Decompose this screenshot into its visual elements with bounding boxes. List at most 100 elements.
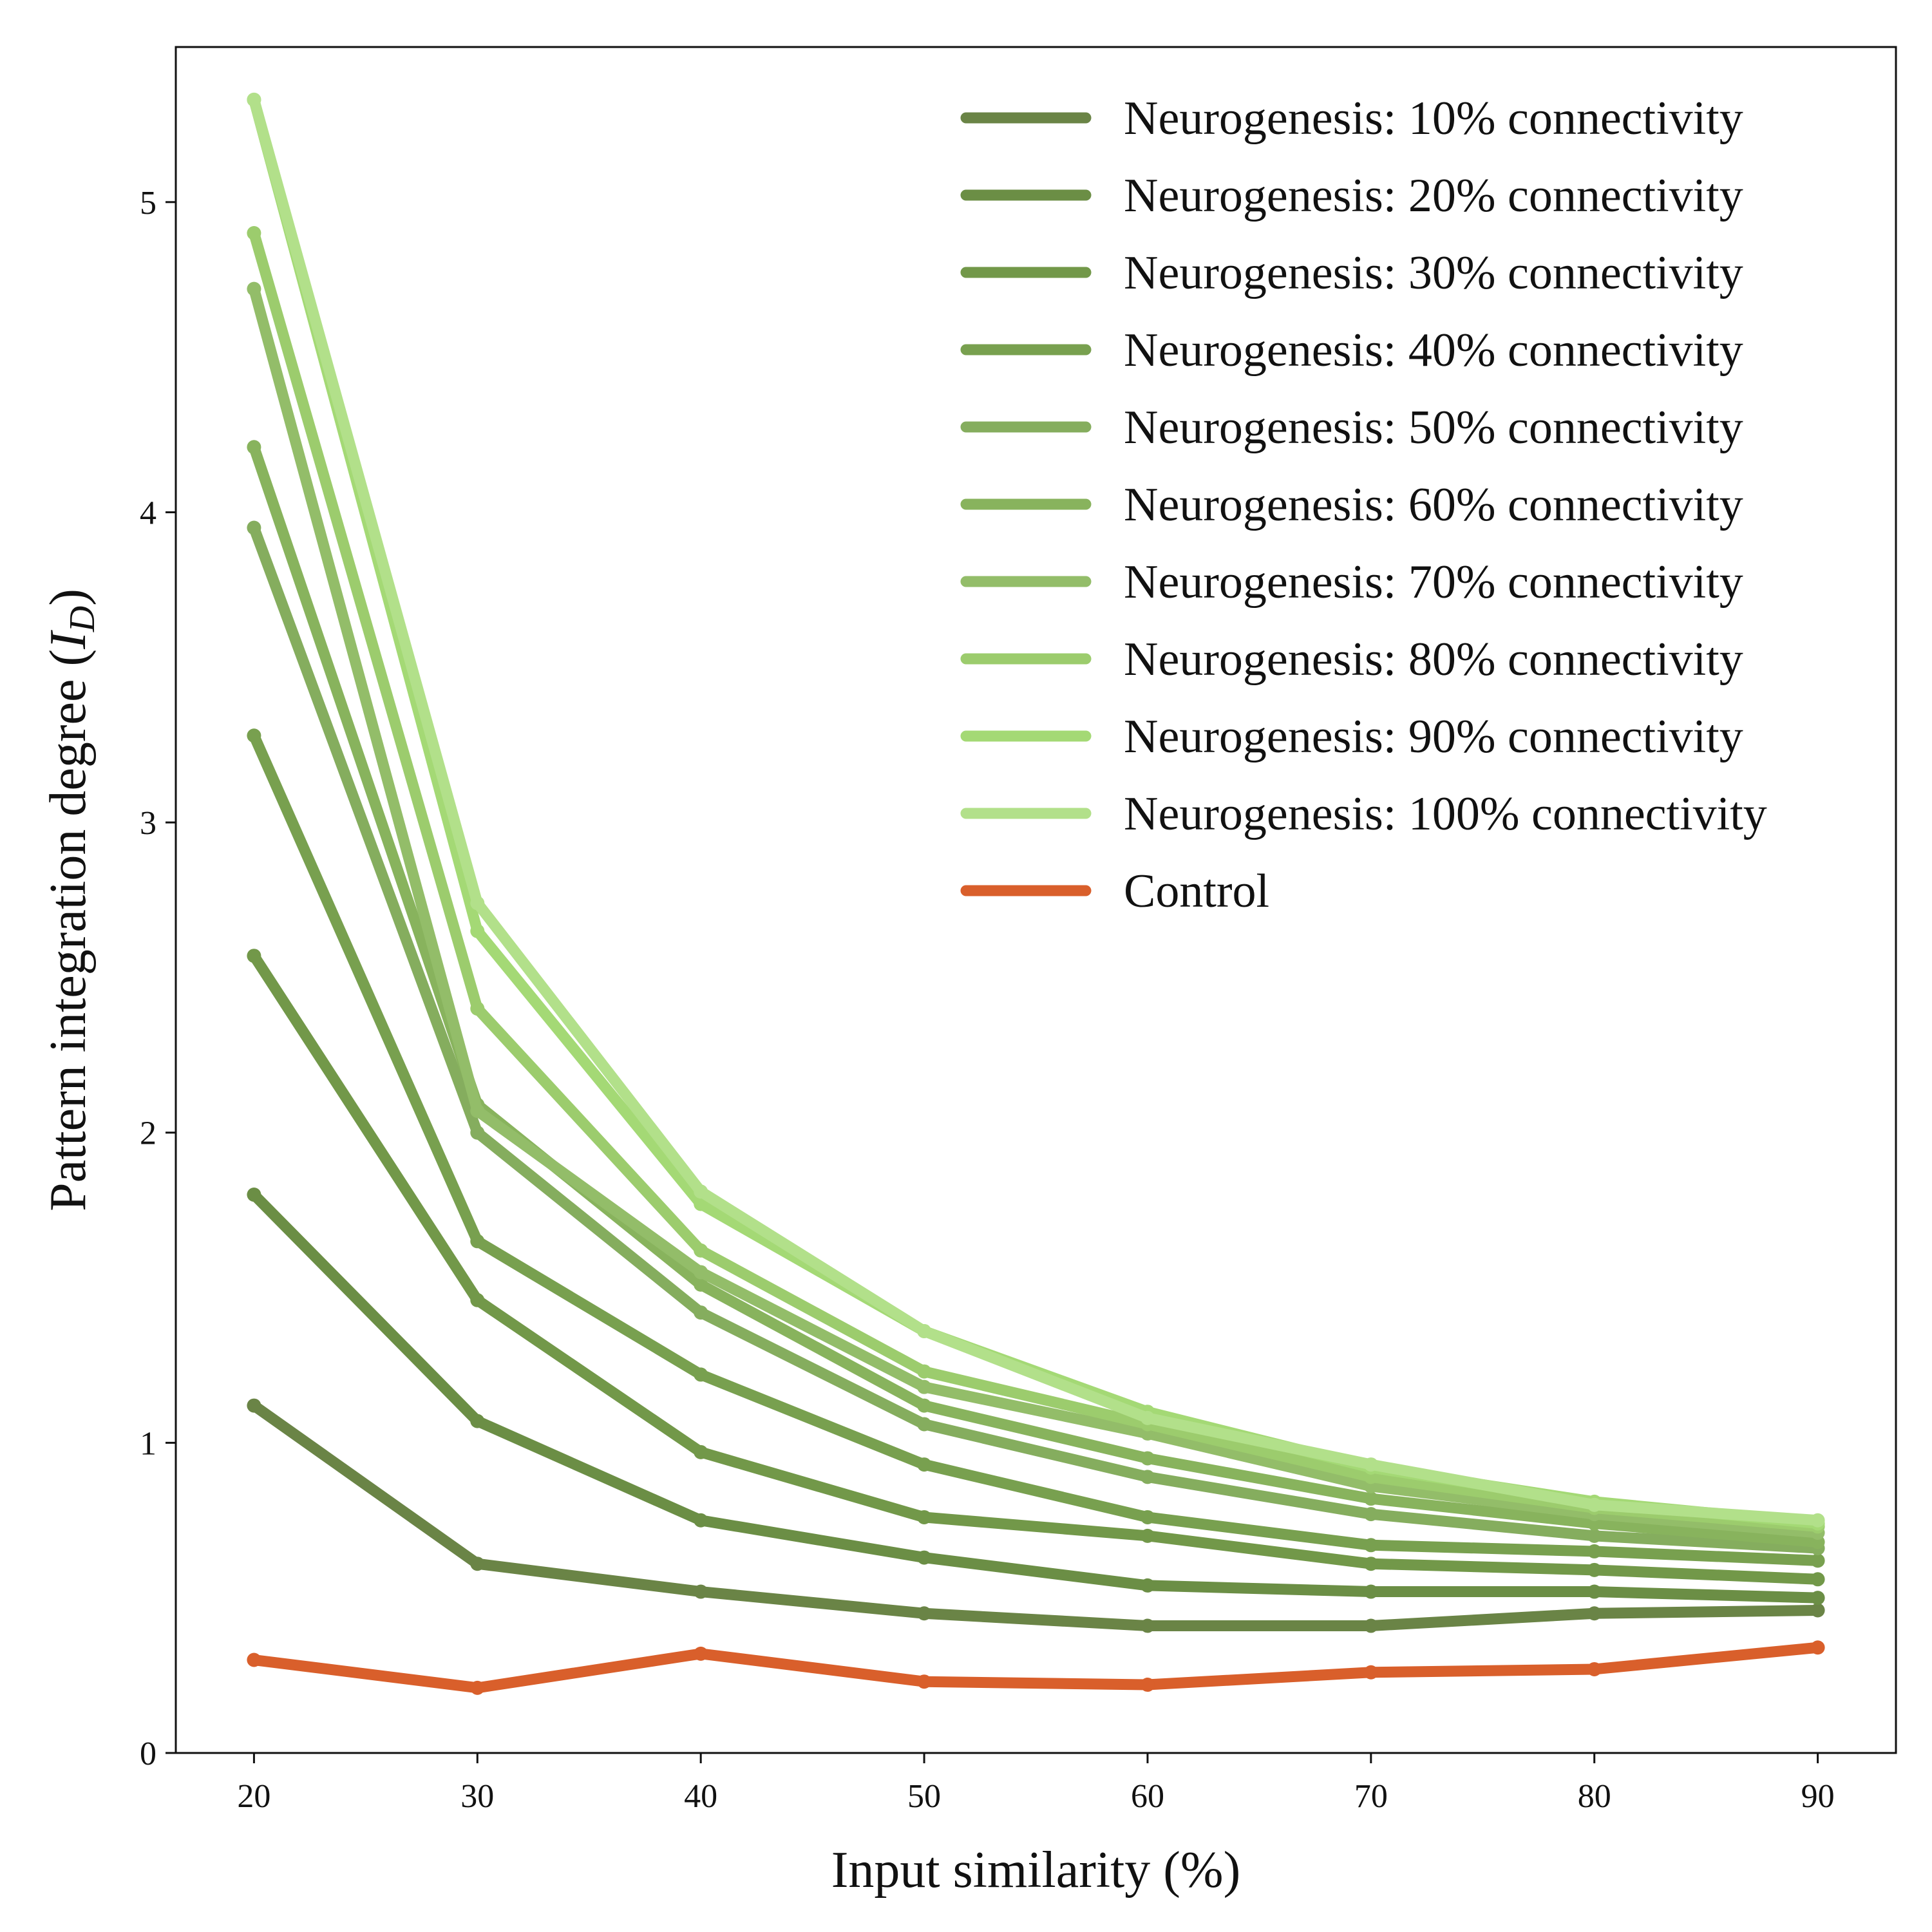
data-point (1587, 1584, 1602, 1599)
y-axis-title: Pattern integration degree (ID) (40, 589, 102, 1211)
data-point (247, 440, 261, 455)
data-point (247, 281, 261, 296)
data-point (247, 728, 261, 743)
data-point (694, 1584, 708, 1599)
data-point (1587, 1662, 1602, 1676)
data-point (1140, 1678, 1155, 1692)
data-point (470, 1680, 485, 1695)
x-tick-label: 60 (1131, 1778, 1164, 1815)
data-point (1810, 1572, 1825, 1587)
data-point (1363, 1492, 1378, 1506)
legend-label: Neurogenesis: 90% connectivity (1124, 710, 1743, 763)
y-axis-title-subscript: D (62, 606, 102, 632)
data-point (470, 1414, 485, 1428)
data-point (1810, 1513, 1825, 1528)
series-10 (247, 92, 1825, 1528)
y-axis-title-symbol: I (40, 630, 97, 650)
data-point (1810, 1640, 1825, 1655)
data-point (917, 1364, 932, 1379)
y-tick-label: 5 (140, 185, 156, 222)
data-point (917, 1379, 932, 1394)
data-point (1140, 1618, 1155, 1633)
legend-label: Neurogenesis: 80% connectivity (1124, 633, 1743, 686)
series-line (248, 283, 1824, 1539)
data-point (1587, 1528, 1602, 1543)
legend-label: Neurogenesis: 20% connectivity (1124, 169, 1743, 222)
series-line (248, 1642, 1824, 1694)
legend-item: Neurogenesis: 60% connectivity (960, 478, 1743, 531)
data-point (917, 1550, 932, 1565)
series-layer (247, 92, 1825, 1695)
data-point (917, 1417, 932, 1432)
x-tick-label: 40 (684, 1778, 717, 1815)
series-line (248, 1400, 1824, 1632)
data-point (1587, 1544, 1602, 1558)
series-4 (247, 728, 1825, 1568)
x-tick-label: 80 (1578, 1778, 1611, 1815)
data-point (470, 923, 485, 938)
data-point (1587, 1497, 1602, 1512)
data-point (1363, 1538, 1378, 1553)
data-point (1140, 1451, 1155, 1466)
data-point (694, 1513, 708, 1528)
legend-item: Neurogenesis: 40% connectivity (960, 324, 1743, 377)
legend-label: Neurogenesis: 70% connectivity (1124, 556, 1743, 609)
series-11 (247, 1640, 1825, 1695)
legend-item: Control (960, 865, 1269, 918)
y-tick-label: 4 (140, 495, 156, 531)
data-point (470, 896, 485, 911)
series-line (248, 730, 1824, 1566)
data-point (694, 1277, 708, 1292)
data-point (1363, 1584, 1378, 1599)
data-point (1363, 1665, 1378, 1680)
legend-label: Control (1124, 865, 1269, 918)
x-tick-label: 70 (1354, 1778, 1388, 1815)
data-point (1810, 1603, 1825, 1618)
data-point (247, 1398, 261, 1413)
series-line (248, 1189, 1824, 1604)
y-axis-title-close: ) (40, 589, 97, 606)
data-point (1363, 1618, 1378, 1633)
data-point (694, 1197, 708, 1211)
plot-area-frame (175, 46, 1897, 1754)
data-point (247, 520, 261, 535)
series-1 (247, 1398, 1825, 1633)
data-point (917, 1674, 932, 1689)
y-axis-title-main: Pattern integration degree ( (40, 649, 97, 1211)
data-point (917, 1457, 932, 1472)
y-tick-label: 2 (140, 1115, 156, 1152)
legend-item: Neurogenesis: 10% connectivity (960, 92, 1743, 145)
legend-item: Neurogenesis: 80% connectivity (960, 633, 1743, 686)
data-point (247, 949, 261, 963)
data-point (1587, 1562, 1602, 1577)
legend-label: Neurogenesis: 30% connectivity (1124, 247, 1743, 299)
data-point (1140, 1578, 1155, 1593)
data-point (694, 1444, 708, 1459)
data-point (470, 1234, 485, 1249)
data-point (917, 1606, 932, 1621)
x-tick-label: 20 (237, 1778, 270, 1815)
y-tick-label: 3 (140, 805, 156, 842)
legend-label: Neurogenesis: 50% connectivity (1124, 401, 1743, 454)
data-point (694, 1646, 708, 1661)
legend-item: Neurogenesis: 100% connectivity (960, 788, 1767, 840)
data-point (917, 1398, 932, 1413)
data-point (247, 1188, 261, 1202)
legend-label: Neurogenesis: 60% connectivity (1124, 478, 1743, 531)
data-point (917, 1510, 932, 1524)
data-point (470, 1104, 485, 1119)
series-2 (247, 1188, 1825, 1605)
data-point (470, 1293, 485, 1307)
x-axis-title: Input similarity (%) (831, 1842, 1240, 1899)
legend-item: Neurogenesis: 70% connectivity (960, 556, 1743, 609)
legend-item: Neurogenesis: 20% connectivity (960, 169, 1743, 222)
data-point (694, 1367, 708, 1382)
axes-layer: 20 30 40 50 60 70 80 90 0 1 2 3 4 5 (140, 185, 1835, 1815)
data-point (470, 1001, 485, 1016)
data-point (470, 1557, 485, 1571)
data-point (1587, 1606, 1602, 1621)
data-point (1810, 1553, 1825, 1568)
series-3 (247, 949, 1825, 1587)
data-point (694, 1184, 708, 1199)
